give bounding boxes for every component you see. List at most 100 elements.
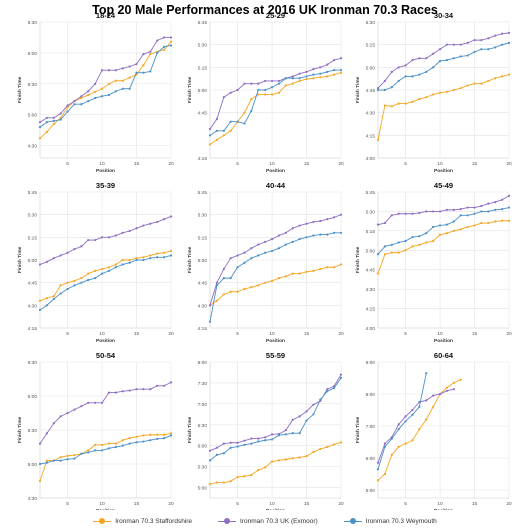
y-tick-label: 5:30 [366, 209, 376, 215]
data-point [94, 269, 97, 272]
data-point [264, 281, 267, 284]
data-point [128, 389, 131, 392]
x-tick-label: 5 [236, 331, 239, 337]
series-line [39, 45, 172, 128]
data-point [45, 459, 48, 462]
data-point [305, 78, 308, 81]
y-tick-label: 4:30 [198, 303, 208, 309]
data-point [52, 422, 55, 425]
data-point [121, 79, 124, 82]
x-tick-label: 15 [304, 161, 310, 167]
data-point [480, 204, 483, 208]
data-point [270, 93, 274, 96]
chart-panel-35-39: 35-39 4:15 4:30 4:45 5:00 5:15 5:30 5:45 5 10 15 20… [17, 181, 174, 344]
data-point [418, 243, 421, 246]
x-tick-label: 20 [338, 501, 344, 507]
data-point [270, 79, 274, 83]
data-point [411, 212, 414, 215]
data-point [66, 411, 69, 415]
x-tick-label: 5 [404, 501, 407, 507]
y-tick-label: 5:00 [198, 258, 208, 264]
y-tick-label: 4:30 [366, 287, 376, 293]
data-point [114, 234, 117, 237]
data-point [229, 480, 232, 483]
y-tick-label: 5:30 [28, 428, 38, 434]
data-point [52, 257, 55, 260]
data-point [473, 82, 476, 85]
series-line [209, 69, 341, 136]
data-point [432, 66, 435, 69]
data-point [466, 41, 469, 44]
data-point [128, 229, 131, 233]
data-point [376, 461, 380, 464]
data-point [222, 481, 225, 484]
data-point [319, 219, 322, 223]
series-line [209, 214, 342, 306]
data-point [333, 386, 336, 390]
data-point [208, 483, 212, 486]
data-point [222, 134, 225, 137]
x-axis-label: Position [434, 338, 453, 344]
data-point [452, 220, 455, 223]
y-axis-label: Finish Time [17, 76, 23, 103]
data-point [243, 82, 246, 85]
data-point [298, 432, 301, 435]
data-point [243, 475, 246, 478]
y-tick-label: 6:30 [28, 360, 38, 366]
data-point [135, 435, 138, 438]
data-point [38, 121, 42, 124]
data-point [52, 295, 55, 298]
x-axis-label: Position [434, 508, 453, 510]
data-point [149, 257, 152, 260]
data-point [142, 64, 145, 67]
data-point [66, 251, 69, 254]
data-point [404, 239, 407, 243]
data-point [291, 418, 294, 421]
data-point [425, 399, 428, 402]
y-tick-label: 4:45 [198, 281, 208, 287]
data-point [250, 257, 253, 260]
data-point [149, 70, 152, 73]
data-point [319, 72, 322, 75]
data-point [411, 58, 414, 62]
data-point [425, 70, 428, 73]
y-tick-label: 4:00 [366, 326, 376, 332]
data-point [339, 57, 343, 60]
y-axis-label: Finish Time [355, 76, 361, 103]
data-point [66, 287, 69, 291]
data-point [270, 433, 274, 436]
data-point [445, 43, 449, 46]
legend-item-exmoor: Ironman 70.3 UK (Exmoor) [218, 518, 318, 525]
data-point [250, 473, 253, 477]
data-point [507, 206, 511, 209]
data-point [100, 267, 104, 271]
data-point [312, 413, 315, 416]
y-tick-label: 5:45 [198, 20, 208, 26]
y-tick-label: 5:15 [366, 43, 376, 49]
y-tick-label: 4:15 [28, 326, 38, 332]
legend-item-weymouth: Ironman 70.3 Weymouth [343, 518, 437, 525]
chart-title: 45-49 [434, 181, 453, 190]
data-point [305, 410, 308, 413]
y-tick-label: 5:30 [28, 213, 38, 219]
data-point [466, 206, 469, 209]
data-point [452, 381, 455, 384]
data-point [459, 214, 462, 217]
data-point [473, 39, 476, 42]
data-point [333, 266, 336, 269]
series-line [378, 42, 510, 91]
chart-panel-18-24: 18-24 4:30 5:00 5:30 6:00 6:30 5 10 15 20 Position… [17, 11, 174, 174]
data-point [128, 87, 131, 90]
data-point [208, 449, 212, 452]
data-point [107, 266, 111, 269]
data-point [243, 122, 246, 125]
data-point [80, 103, 83, 106]
series-line [39, 37, 171, 123]
y-tick-label: 8:00 [366, 392, 376, 398]
legend-swatch-weymouth [343, 518, 362, 524]
data-point [135, 257, 138, 260]
data-point [215, 284, 218, 287]
chart-panel-30-34: 30-34 4:00 4:15 4:30 4:45 5:00 5:15 5:30 5 10 15 20… [355, 11, 512, 174]
data-point [107, 236, 111, 239]
data-point [305, 455, 308, 458]
